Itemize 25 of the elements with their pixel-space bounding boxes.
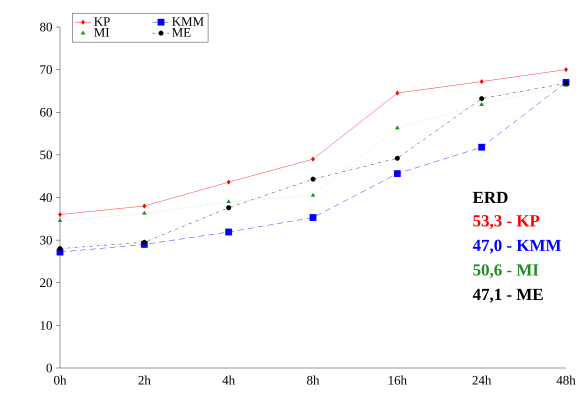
x-tick-label: 0h [54,376,66,385]
x-tick-label: 48h [556,376,576,385]
y-tick-label: 30 [40,236,52,244]
x-tick-label: 8h [307,376,320,385]
y-tick-label: 50 [40,150,52,160]
x-tick-label: 2h [138,376,151,385]
y-tick-label: 0 [46,364,52,372]
y-tick-label: 10 [40,321,52,330]
y-tick-label: 40 [40,193,52,202]
legend-label: ME [172,28,190,37]
y-tick-label: 60 [40,108,52,117]
x-tick-label: 4h [222,376,235,385]
annotation: ERD [472,192,508,204]
x-tick-label: 24h [472,376,492,385]
y-tick-label: 70 [40,65,52,74]
legend-label: MI [94,28,110,37]
annotation: 50,6 - MI [473,264,538,278]
annotation: 47,1 - ME [472,288,543,303]
y-tick-label: 20 [40,278,52,288]
legend-label: KMM [172,17,204,26]
annotation: 53,3 - KP [473,215,540,229]
y-tick-label: 80 [40,22,52,32]
legend-label: KP [94,17,110,26]
annotation: 47,0 - KMM [472,240,561,254]
x-tick-label: 16h [388,376,407,385]
